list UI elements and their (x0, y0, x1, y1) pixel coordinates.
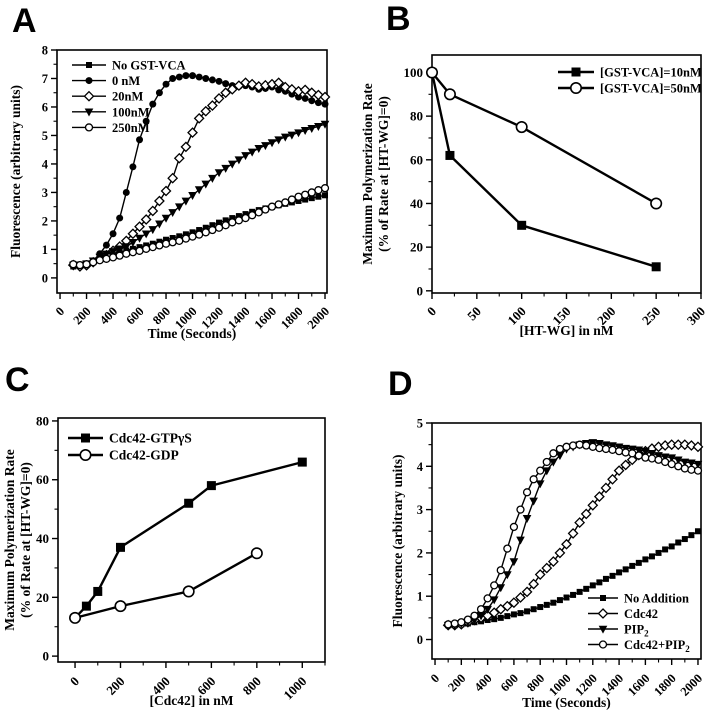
svg-text:40: 40 (36, 531, 49, 546)
svg-text:Cdc42-GDP: Cdc42-GDP (109, 448, 179, 463)
svg-text:(% of Rate at [HT-WG]=0): (% of Rate at [HT-WG]=0) (18, 462, 33, 618)
svg-text:200: 200 (445, 671, 468, 694)
svg-text:600: 600 (123, 304, 146, 327)
svg-text:600: 600 (498, 671, 521, 694)
svg-text:50: 50 (464, 304, 484, 324)
svg-text:0: 0 (428, 671, 442, 685)
panel-a-chart: 0 200 400 600 800100012001400160018002000012… (8, 44, 333, 342)
svg-text:0: 0 (424, 304, 439, 319)
svg-text:250: 250 (639, 304, 663, 328)
svg-text:0: 0 (67, 674, 82, 689)
svg-text:8: 8 (42, 44, 48, 58)
svg-text:Fluorescence (arbitrary units): Fluorescence (arbitrary units) (390, 455, 405, 628)
svg-text:2: 2 (417, 546, 423, 560)
svg-text:Time (Seconds): Time (Seconds) (522, 695, 611, 710)
svg-text:6: 6 (42, 100, 48, 114)
svg-text:1800: 1800 (651, 671, 679, 699)
svg-text:1: 1 (42, 243, 48, 257)
svg-text:0: 0 (42, 271, 48, 285)
svg-text:800: 800 (524, 671, 547, 694)
svg-text:[GST-VCA]=50nM: [GST-VCA]=50nM (600, 82, 702, 96)
svg-text:80: 80 (410, 109, 423, 124)
svg-text:80: 80 (36, 413, 49, 428)
svg-text:400: 400 (97, 304, 120, 327)
svg-text:200: 200 (70, 304, 93, 327)
svg-text:PIP2: PIP2 (624, 623, 649, 639)
svg-text:2000: 2000 (678, 671, 706, 699)
svg-text:5: 5 (42, 129, 48, 143)
svg-text:7: 7 (42, 72, 48, 86)
svg-text:(% of Rate at [HT-WG]=0): (% of Rate at [HT-WG]=0) (376, 96, 391, 252)
svg-text:3: 3 (42, 186, 48, 200)
svg-text:800: 800 (240, 674, 264, 698)
svg-text:Time (Seconds): Time (Seconds) (148, 326, 237, 341)
svg-text:0 nM: 0 nM (112, 74, 140, 88)
svg-text:[HT-WG] in nM: [HT-WG] in nM (519, 323, 613, 338)
svg-text:40: 40 (410, 196, 423, 211)
svg-text:1600: 1600 (252, 304, 280, 332)
svg-text:100nM: 100nM (112, 105, 150, 119)
svg-text:200: 200 (103, 674, 127, 698)
svg-text:No GST-VCA: No GST-VCA (112, 59, 186, 73)
panel-d-letter: D (388, 365, 413, 403)
panel-a-letter: A (12, 2, 37, 40)
svg-text:300: 300 (684, 304, 708, 328)
panel-b: B 0 50 100 150 200 250 300 0 20 40 60 80 100 [HT-WG] … (355, 0, 710, 360)
svg-text:100: 100 (404, 65, 424, 80)
svg-text:20nM: 20nM (112, 90, 143, 104)
svg-text:Maximum Polymerization Rate: Maximum Polymerization Rate (360, 83, 375, 264)
svg-text:[GST-VCA]=10nM: [GST-VCA]=10nM (600, 66, 702, 80)
panel-a: A 0 200 400 600 800 1000 1200 1400 1600 1800 2000 0… (0, 0, 355, 360)
svg-text:Fluorescence (arbitrary units): Fluorescence (arbitrary units) (8, 85, 23, 258)
svg-text:[Cdc42] in nM: [Cdc42] in nM (150, 693, 234, 708)
svg-text:5: 5 (417, 417, 423, 431)
svg-text:2000: 2000 (305, 304, 333, 332)
svg-text:0: 0 (417, 283, 424, 298)
svg-text:250nM: 250nM (112, 121, 150, 135)
svg-text:4: 4 (42, 157, 49, 171)
svg-text:Cdc42: Cdc42 (624, 607, 658, 621)
svg-text:1000: 1000 (280, 674, 309, 703)
svg-text:Maximum Polymerization Rate: Maximum Polymerization Rate (2, 449, 17, 630)
svg-text:60: 60 (410, 152, 423, 167)
svg-text:1600: 1600 (625, 671, 653, 699)
svg-text:60: 60 (36, 472, 49, 487)
svg-text:1: 1 (417, 590, 423, 604)
svg-text:20: 20 (36, 590, 49, 605)
svg-text:20: 20 (410, 240, 423, 255)
svg-text:4: 4 (417, 460, 424, 474)
svg-text:2: 2 (42, 214, 48, 228)
svg-text:Cdc42+PIP2: Cdc42+PIP2 (624, 638, 690, 654)
svg-text:0: 0 (43, 649, 50, 664)
svg-text:3: 3 (417, 503, 423, 517)
svg-text:No Addition: No Addition (624, 592, 689, 606)
panel-b-letter: B (386, 0, 411, 38)
svg-text:800: 800 (150, 304, 173, 327)
svg-text:Cdc42-GTPγS: Cdc42-GTPγS (109, 431, 192, 446)
panel-d-chart: 0 200 400 600 800100012001400160018002000012… (390, 417, 706, 711)
svg-text:0: 0 (53, 304, 67, 318)
svg-text:0: 0 (417, 633, 423, 647)
svg-text:400: 400 (472, 671, 495, 694)
panel-d: D 0 200 400 600 800 1000 1200 1400 1600 1800 2000 0… (355, 360, 710, 720)
svg-text:1800: 1800 (278, 304, 306, 332)
panel-c: C 0 200 400 600 800 1000 0 20 40 60 80 [Cdc42] in n… (0, 360, 355, 720)
panel-c-letter: C (5, 361, 30, 399)
